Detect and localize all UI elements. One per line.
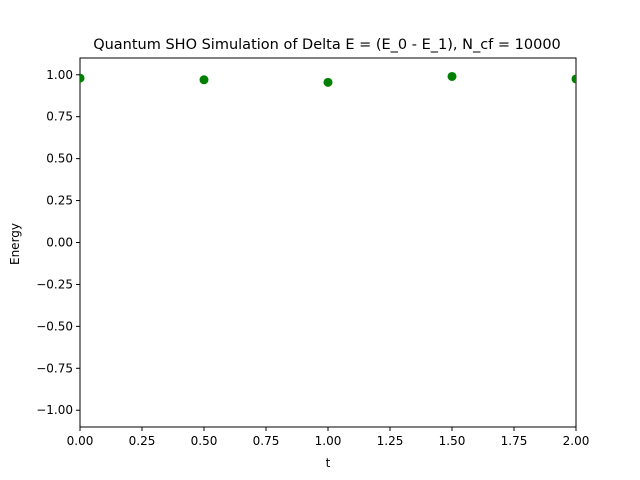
- x-axis: 0.00 0.25 0.50 0.75 1.00 1.25 1.50 1.75 2.00: [67, 427, 590, 448]
- x-tick-label: 0.50: [191, 434, 218, 448]
- y-tick-label: 0.50: [46, 152, 73, 166]
- y-tick-label: 0.25: [46, 194, 73, 208]
- x-tick-label: 0.00: [67, 434, 94, 448]
- plot-area: [80, 58, 576, 427]
- y-tick-label: −0.50: [36, 319, 73, 333]
- data-point: [200, 75, 209, 84]
- data-point: [448, 72, 457, 81]
- y-tick-label: 0.00: [46, 236, 73, 250]
- y-axis: −1.00 −0.75 −0.50 −0.25 0.00 0.25 0.50 0.75 1.00: [36, 68, 80, 417]
- data-series: [76, 72, 581, 87]
- x-tick-label: 0.75: [253, 434, 280, 448]
- y-tick-label: 1.00: [46, 68, 73, 82]
- y-tick-label: 0.75: [46, 110, 73, 124]
- chart-title: Quantum SHO Simulation of Delta E = (E_0…: [93, 37, 561, 53]
- x-tick-label: 1.50: [439, 434, 466, 448]
- x-tick-label: 1.25: [377, 434, 404, 448]
- y-tick-label: −0.25: [36, 277, 73, 291]
- y-tick-label: −0.75: [36, 361, 73, 375]
- x-tick-label: 1.00: [315, 434, 342, 448]
- plot-frame: [80, 58, 576, 427]
- x-tick-label: 2.00: [563, 434, 590, 448]
- y-tick-label: −1.00: [36, 403, 73, 417]
- data-point: [572, 74, 581, 83]
- x-axis-label: t: [326, 456, 331, 470]
- y-axis-label: Energy: [8, 223, 22, 265]
- x-tick-label: 1.75: [501, 434, 528, 448]
- x-tick-label: 0.25: [129, 434, 156, 448]
- data-point: [324, 78, 333, 87]
